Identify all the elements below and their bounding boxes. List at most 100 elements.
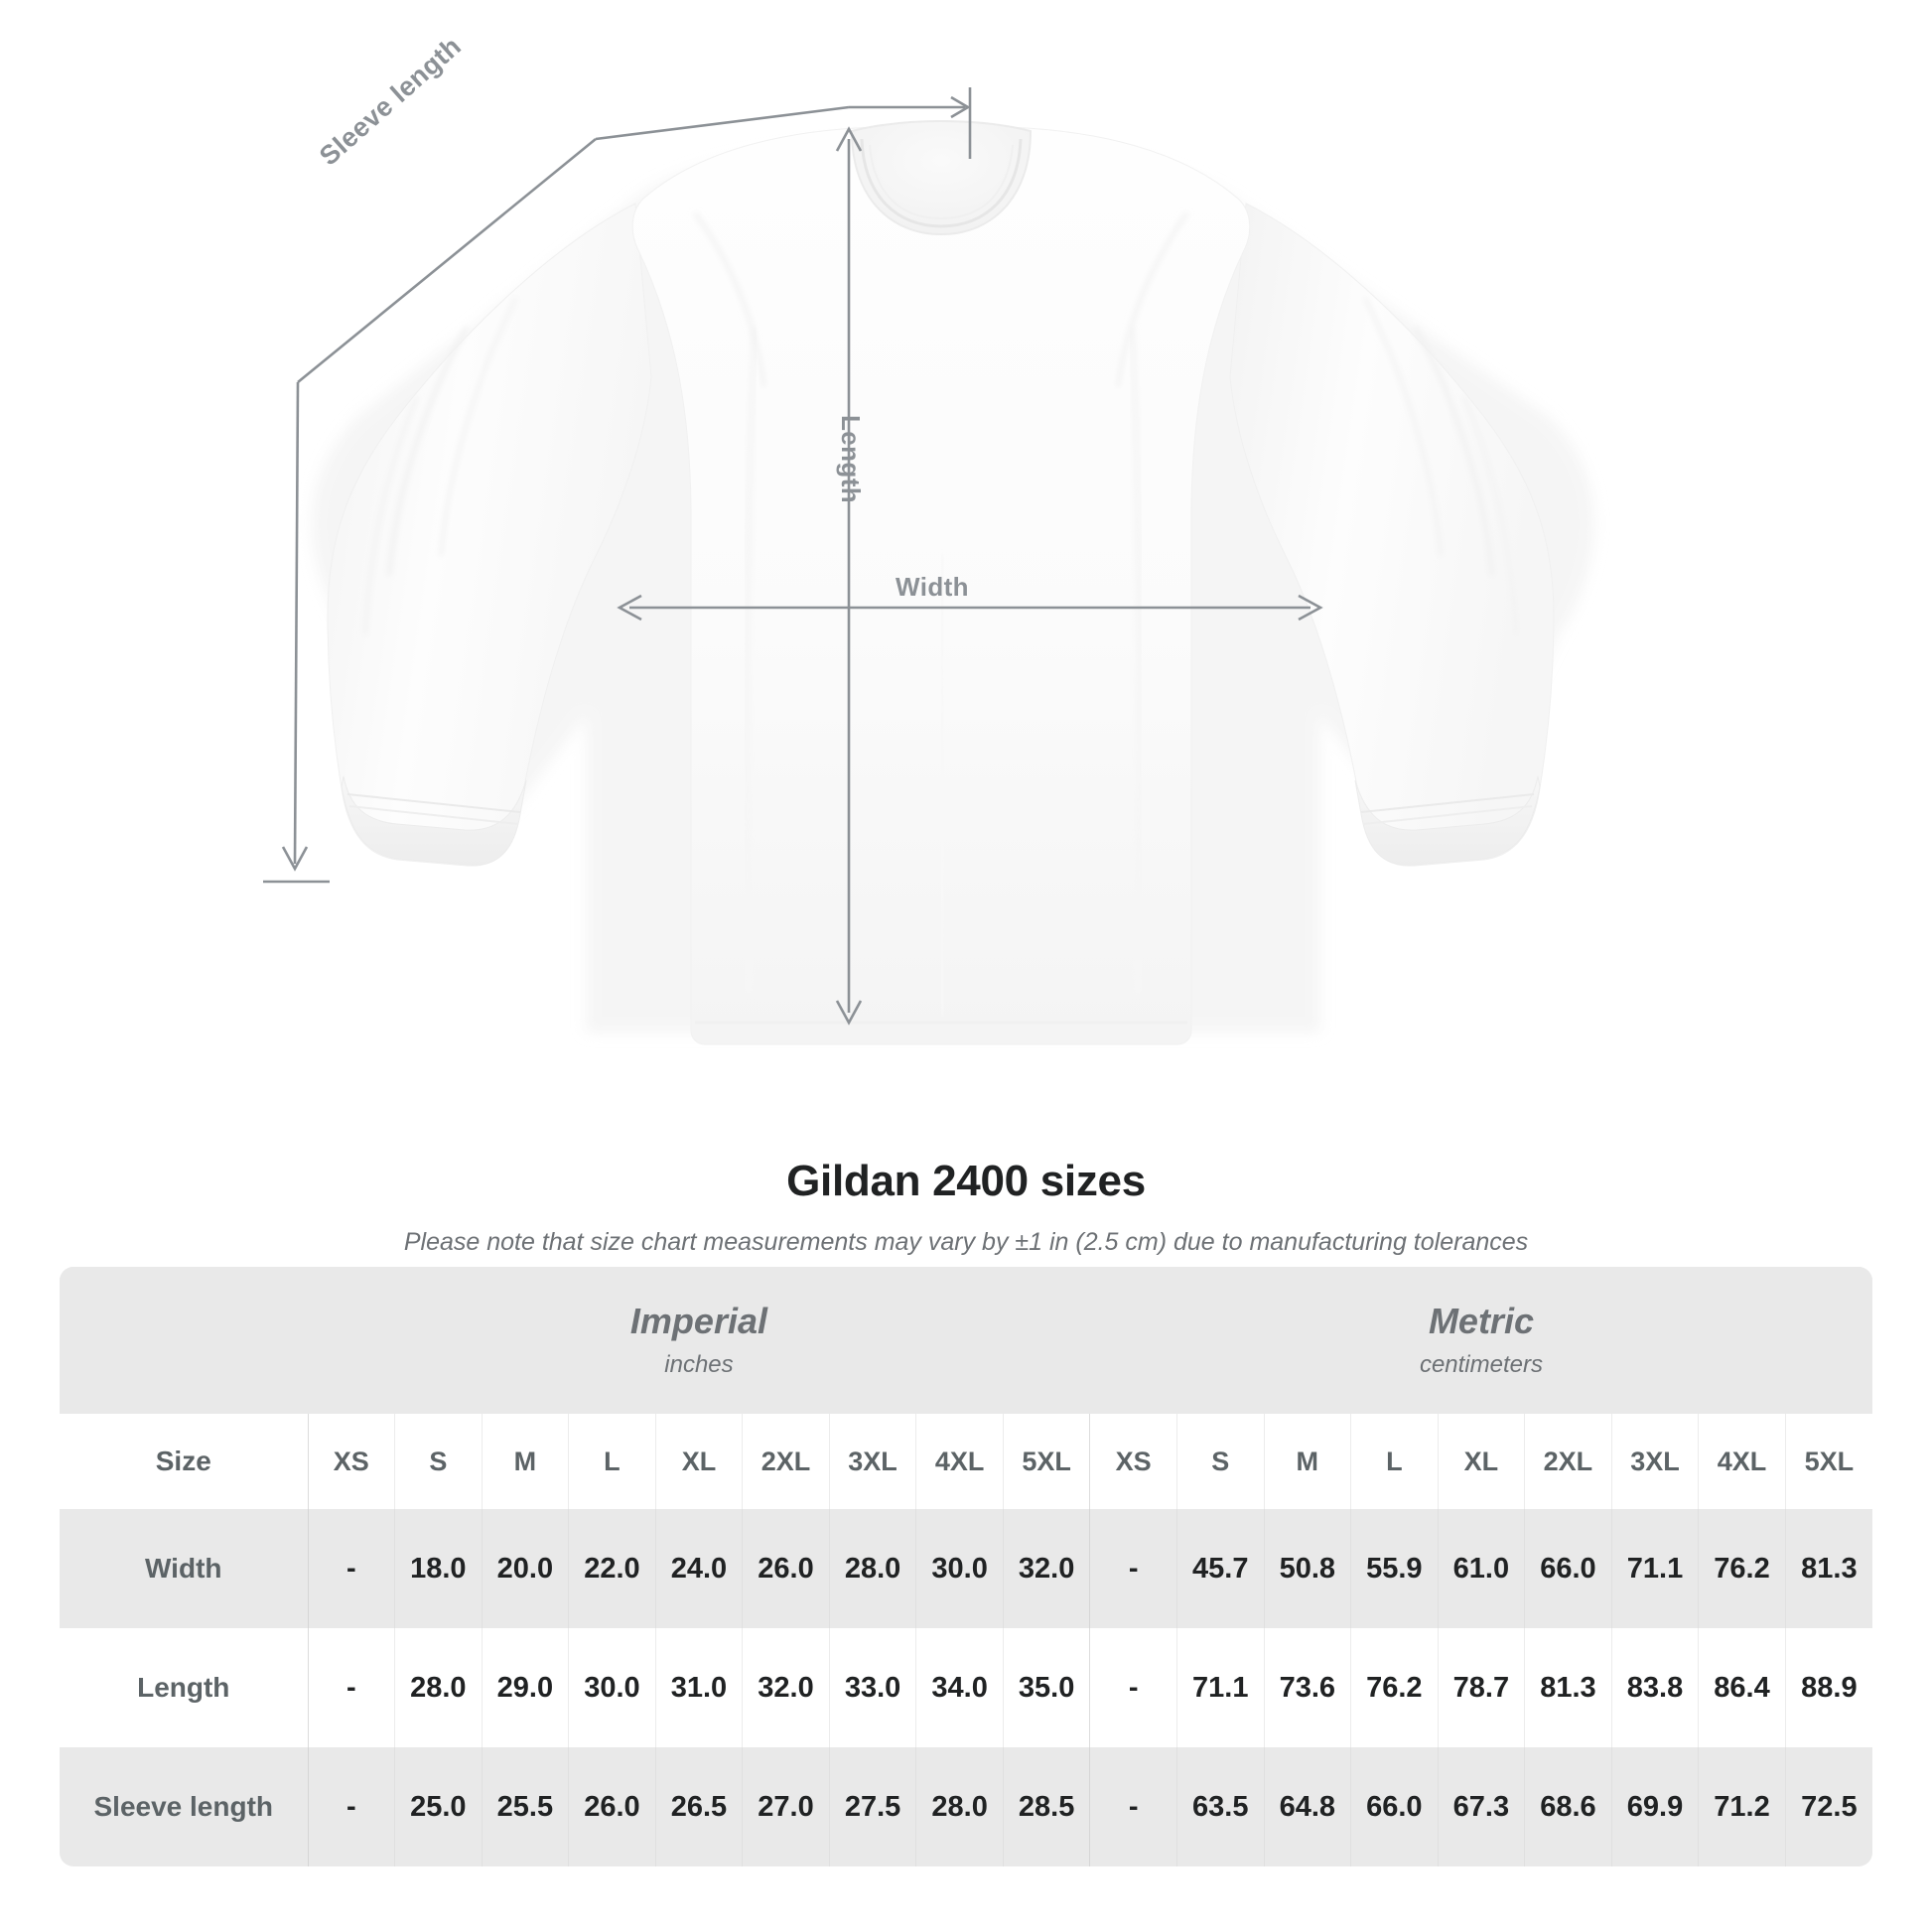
cell-width-metric-xs: - [1089,1509,1177,1628]
cell-length-metric-xs: - [1089,1628,1177,1747]
size-header-metric-l: L [1350,1414,1439,1509]
size-table-container: Imperial inches Metric centimeters Size XS S M L… [60,1267,1872,1866]
measurement-annotations [263,87,1323,1026]
unit-group-title: Metric [1428,1301,1534,1341]
cell-length-imperial-s: 28.0 [394,1628,483,1747]
size-header-imperial-s: S [394,1414,483,1509]
width-dimension [617,594,1323,621]
page-title: Gildan 2400 sizes [786,1157,1146,1205]
size-column-header: Size [60,1414,308,1509]
cell-width-metric-l: 55.9 [1350,1509,1439,1628]
cell-sleeve-length-imperial-xs: - [307,1747,395,1866]
cell-length-imperial-4xl: 34.0 [915,1628,1004,1747]
cell-length-metric-s: 71.1 [1175,1628,1265,1747]
cell-width-imperial-xl: 24.0 [654,1509,743,1628]
size-header-imperial-2xl: 2XL [742,1414,830,1509]
size-header-imperial-4xl: 4XL [915,1414,1004,1509]
left-sleeve [327,203,652,867]
size-chart-section: Gildan 2400 sizes Please note that size … [0,1112,1932,1932]
cell-width-imperial-2xl: 26.0 [742,1509,830,1628]
size-header-metric-xs: XS [1089,1414,1177,1509]
cell-width-imperial-l: 22.0 [568,1509,656,1628]
cell-sleeve-length-metric-2xl: 68.6 [1524,1747,1612,1866]
cell-length-metric-5xl: 88.9 [1784,1628,1872,1747]
cell-width-imperial-5xl: 32.0 [1002,1509,1090,1628]
size-header-imperial-xs: XS [307,1414,395,1509]
size-header-metric-2xl: 2XL [1524,1414,1612,1509]
size-header-imperial-3xl: 3XL [828,1414,916,1509]
collar [850,119,1033,236]
cell-sleeve-length-imperial-l: 26.0 [568,1747,656,1866]
cell-width-imperial-4xl: 30.0 [915,1509,1004,1628]
shirt-body [631,126,1251,1045]
unit-group-title: Imperial [629,1301,767,1341]
size-header-metric-4xl: 4XL [1698,1414,1786,1509]
cell-width-imperial-xs: - [307,1509,395,1628]
table-row: Length -28.0 29.0 30.0 31.0 32.0 33.0 34.0 35.0-… [60,1628,1872,1747]
cell-width-metric-s: 45.7 [1175,1509,1265,1628]
width-label: Width [896,572,969,602]
cell-width-imperial-s: 18.0 [394,1509,483,1628]
row-label-width: Width [60,1509,308,1628]
cell-length-metric-4xl: 86.4 [1698,1628,1786,1747]
right-sleeve [1229,203,1555,867]
size-header-metric-3xl: 3XL [1610,1414,1699,1509]
cell-length-imperial-3xl: 33.0 [828,1628,916,1747]
cell-width-metric-4xl: 76.2 [1698,1509,1786,1628]
tolerance-note: Please note that size chart measurements… [403,1228,1529,1256]
cell-length-imperial-l: 30.0 [568,1628,656,1747]
cell-width-metric-2xl: 66.0 [1524,1509,1612,1628]
cell-length-imperial-xl: 31.0 [654,1628,743,1747]
table-row: Sleeve length -25.0 25.5 26.0 26.5 27.0 27.5 28… [60,1747,1872,1866]
size-header-imperial-m: M [481,1414,569,1509]
cell-length-imperial-xs: - [307,1628,395,1747]
cell-sleeve-length-imperial-5xl: 28.5 [1002,1747,1090,1866]
unit-group-metric: Metric centimeters [1089,1267,1872,1414]
cell-width-imperial-3xl: 28.0 [828,1509,916,1628]
cell-width-metric-3xl: 71.1 [1610,1509,1699,1628]
length-dimension [835,126,863,1026]
cell-width-imperial-m: 20.0 [481,1509,569,1628]
size-header-row: Size XS S M L XL 2XL 3XL 4XL 5XL XS S M L XL 2XL 3XL 4XL 5… [60,1414,1872,1509]
cell-length-metric-xl: 78.7 [1437,1628,1525,1747]
size-header-metric-s: S [1175,1414,1265,1509]
size-header-imperial-5xl: 5XL [1002,1414,1090,1509]
cell-sleeve-length-imperial-4xl: 28.0 [915,1747,1004,1866]
cell-length-metric-2xl: 81.3 [1524,1628,1612,1747]
cell-length-metric-m: 73.6 [1263,1628,1351,1747]
length-label: Length [836,415,866,504]
cell-sleeve-length-metric-m: 64.8 [1263,1747,1351,1866]
size-header-metric-5xl: 5XL [1784,1414,1872,1509]
cell-sleeve-length-imperial-3xl: 27.5 [828,1747,916,1866]
cell-sleeve-length-imperial-m: 25.5 [481,1747,569,1866]
cell-sleeve-length-metric-5xl: 72.5 [1784,1747,1872,1866]
cell-sleeve-length-imperial-s: 25.0 [394,1747,483,1866]
row-label-length: Length [60,1628,308,1747]
cell-length-imperial-5xl: 35.0 [1002,1628,1090,1747]
unit-group-imperial: Imperial inches [308,1267,1090,1414]
cell-sleeve-length-metric-s: 63.5 [1175,1747,1265,1866]
cell-length-metric-3xl: 83.8 [1610,1628,1699,1747]
size-header-metric-m: M [1263,1414,1351,1509]
group-header-spacer [60,1267,308,1414]
cell-sleeve-length-imperial-2xl: 27.0 [742,1747,830,1866]
unit-group-subtitle: centimeters [1419,1351,1543,1378]
cell-length-metric-l: 76.2 [1350,1628,1439,1747]
unit-group-subtitle: inches [664,1351,734,1378]
size-header-imperial-xl: XL [654,1414,743,1509]
size-header-metric-xl: XL [1437,1414,1525,1509]
cell-width-metric-xl: 61.0 [1437,1509,1525,1628]
cell-sleeve-length-imperial-xl: 26.5 [654,1747,743,1866]
size-chart-table: Imperial inches Metric centimeters Size XS S M L… [60,1267,1872,1866]
cell-sleeve-length-metric-l: 66.0 [1350,1747,1439,1866]
cell-length-imperial-2xl: 32.0 [742,1628,830,1747]
table-row: Width -18.0 20.0 22.0 24.0 26.0 28.0 30.0 32.0-4… [60,1509,1872,1628]
row-label-sleeve-length: Sleeve length [60,1747,308,1866]
garment-diagram: Sleeve length Length Width [263,31,1595,1045]
cell-length-imperial-m: 29.0 [481,1628,569,1747]
size-header-imperial-l: L [568,1414,656,1509]
cell-sleeve-length-metric-xs: - [1089,1747,1177,1866]
cell-sleeve-length-metric-xl: 67.3 [1437,1747,1525,1866]
sleeve-length-dimension [263,87,972,884]
cell-sleeve-length-metric-3xl: 69.9 [1610,1747,1699,1866]
